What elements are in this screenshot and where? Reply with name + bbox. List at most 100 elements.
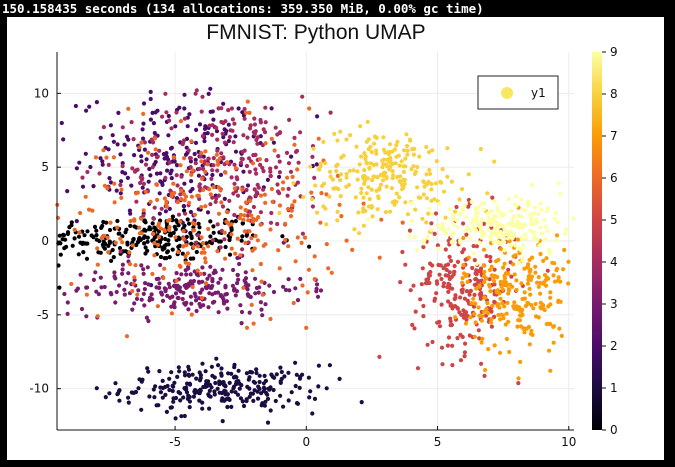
scatter-point-class-2	[226, 138, 231, 144]
scatter-point-class-5	[460, 250, 465, 255]
console-timing-output: 150.158435 seconds (134 allocations: 359…	[2, 1, 484, 16]
scatter-point-class-9	[513, 223, 518, 228]
scatter-point-class-7	[512, 272, 517, 277]
scatter-point-class-6	[247, 110, 252, 115]
scatter-point-class-0	[91, 235, 96, 240]
scatter-point-class-9	[449, 234, 454, 239]
scatter-point-class-3	[163, 289, 168, 294]
scatter-point-class-3	[293, 286, 298, 291]
scatter-point-class-3	[258, 300, 263, 305]
scatter-point-class-9	[486, 215, 491, 220]
scatter-point-class-3	[189, 301, 194, 306]
scatter-point-class-4	[230, 117, 235, 122]
scatter-point-class-9	[446, 226, 451, 231]
scatter-point-class-6	[150, 271, 155, 277]
scatter-point-class-7	[548, 321, 553, 327]
scatter-point-class-6	[95, 262, 100, 267]
scatter-point-class-6	[290, 203, 295, 208]
scatter-point-class-1	[282, 374, 287, 379]
scatter-point-class-6	[164, 202, 169, 207]
scatter-point-class-1	[278, 393, 283, 398]
scatter-point-class-7	[522, 266, 527, 271]
scatter-point-class-1	[147, 394, 152, 399]
scatter-point-class-4	[219, 119, 224, 125]
scatter-point-class-7	[480, 314, 485, 319]
scatter-point-class-8	[374, 188, 379, 193]
scatter-point-class-3	[237, 261, 242, 267]
scatter-point-class-8	[338, 129, 343, 134]
scatter-point-class-0	[170, 247, 175, 252]
scatter-point-class-8	[445, 146, 450, 151]
scatter-point-class-6	[198, 271, 204, 276]
scatter-point-class-3	[141, 271, 146, 276]
scatter-point-class-9	[457, 211, 462, 216]
scatter-point-class-3	[168, 295, 173, 300]
scatter-point-class-7	[546, 304, 551, 309]
scatter-point-class-1	[308, 389, 313, 394]
scatter-point-class-6	[377, 255, 382, 260]
scatter-point-class-9	[543, 237, 548, 242]
scatter-point-class-2	[127, 208, 132, 213]
scatter-point-class-1	[116, 389, 122, 394]
scatter-point-class-5	[452, 296, 457, 302]
scatter-point-class-3	[120, 262, 125, 267]
scatter-point-class-9	[520, 236, 525, 241]
scatter-point-class-0	[100, 223, 105, 229]
scatter-point-class-4	[226, 108, 231, 113]
scatter-point-class-9	[451, 213, 456, 218]
y-tick-label: 5	[41, 160, 49, 174]
scatter-point-class-7	[503, 322, 508, 327]
scatter-point-class-6	[203, 260, 208, 265]
scatter-point-class-1	[152, 395, 157, 400]
scatter-point-class-3	[62, 291, 67, 297]
scatter-point-class-5	[441, 284, 446, 289]
scatter-point-class-0	[131, 237, 136, 242]
scatter-point-class-4	[242, 116, 247, 121]
scatter-point-class-3	[242, 278, 247, 283]
scatter-point-class-1	[256, 384, 261, 389]
scatter-point-class-7	[518, 313, 524, 318]
scatter-point-class-6	[178, 219, 183, 224]
scatter-point-class-4	[210, 132, 215, 137]
scatter-point-class-1	[139, 407, 144, 412]
scatter-point-class-0	[76, 252, 81, 257]
scatter-point-class-9	[523, 208, 528, 213]
scatter-point-class-5	[463, 257, 468, 262]
scatter-point-class-4	[244, 163, 250, 169]
scatter-point-class-2	[245, 183, 251, 188]
scatter-point-class-8	[441, 189, 447, 194]
scatter-point-class-4	[256, 185, 261, 190]
scatter-point-class-8	[492, 159, 497, 164]
scatter-point-class-7	[517, 305, 522, 310]
scatter-point-class-5	[448, 286, 453, 291]
scatter-point-class-8	[328, 169, 333, 174]
scatter-point-class-8	[365, 119, 370, 124]
scatter-point-class-4	[183, 211, 188, 216]
scatter-point-class-6	[269, 186, 274, 192]
scatter-point-class-5	[462, 296, 467, 301]
scatter-point-class-0	[70, 243, 75, 248]
scatter-point-class-5	[466, 204, 471, 209]
scatter-point-class-8	[388, 157, 393, 163]
scatter-point-class-2	[271, 140, 276, 145]
scatter-point-class-8	[291, 181, 296, 186]
scatter-point-class-6	[242, 229, 247, 234]
scatter-point-class-8	[371, 174, 376, 179]
scatter-point-class-2	[157, 211, 162, 216]
chart-title: FMNIST: Python UMAP	[206, 21, 425, 44]
scatter-point-class-6	[141, 208, 146, 213]
scatter-point-class-9	[458, 240, 463, 245]
scatter-point-class-8	[361, 223, 366, 228]
scatter-point-class-8	[316, 167, 321, 172]
scatter-point-class-8	[427, 150, 432, 155]
scatter-point-class-7	[506, 291, 511, 296]
scatter-point-class-2	[118, 191, 123, 196]
scatter-point-class-6	[208, 192, 213, 197]
scatter-point-class-4	[151, 140, 156, 145]
scatter-point-class-0	[104, 220, 109, 225]
scatter-point-class-4	[199, 109, 204, 114]
scatter-point-class-9	[509, 209, 514, 214]
scatter-point-class-6	[202, 250, 207, 255]
scatter-point-class-4	[143, 162, 149, 167]
scatter-point-class-8	[370, 178, 375, 183]
